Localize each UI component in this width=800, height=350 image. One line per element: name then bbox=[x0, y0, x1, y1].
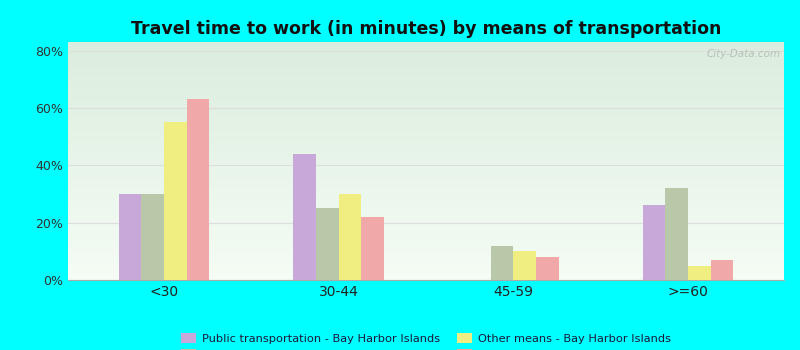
Bar bbox=[316, 208, 338, 280]
Bar bbox=[164, 122, 186, 280]
Bar bbox=[666, 188, 688, 280]
Bar bbox=[118, 194, 142, 280]
Bar bbox=[362, 217, 384, 280]
Bar bbox=[710, 260, 734, 280]
Bar bbox=[294, 154, 316, 280]
Title: Travel time to work (in minutes) by means of transportation: Travel time to work (in minutes) by mean… bbox=[131, 20, 721, 38]
Bar bbox=[490, 246, 514, 280]
Text: City-Data.com: City-Data.com bbox=[706, 49, 781, 59]
Bar bbox=[186, 99, 210, 280]
Bar bbox=[514, 251, 536, 280]
Bar bbox=[536, 257, 558, 280]
Bar bbox=[688, 266, 710, 280]
Bar bbox=[338, 194, 362, 280]
Bar bbox=[642, 205, 666, 280]
Bar bbox=[142, 194, 164, 280]
Legend: Public transportation - Bay Harbor Islands, Public transportation - Florida, Oth: Public transportation - Bay Harbor Islan… bbox=[177, 329, 675, 350]
